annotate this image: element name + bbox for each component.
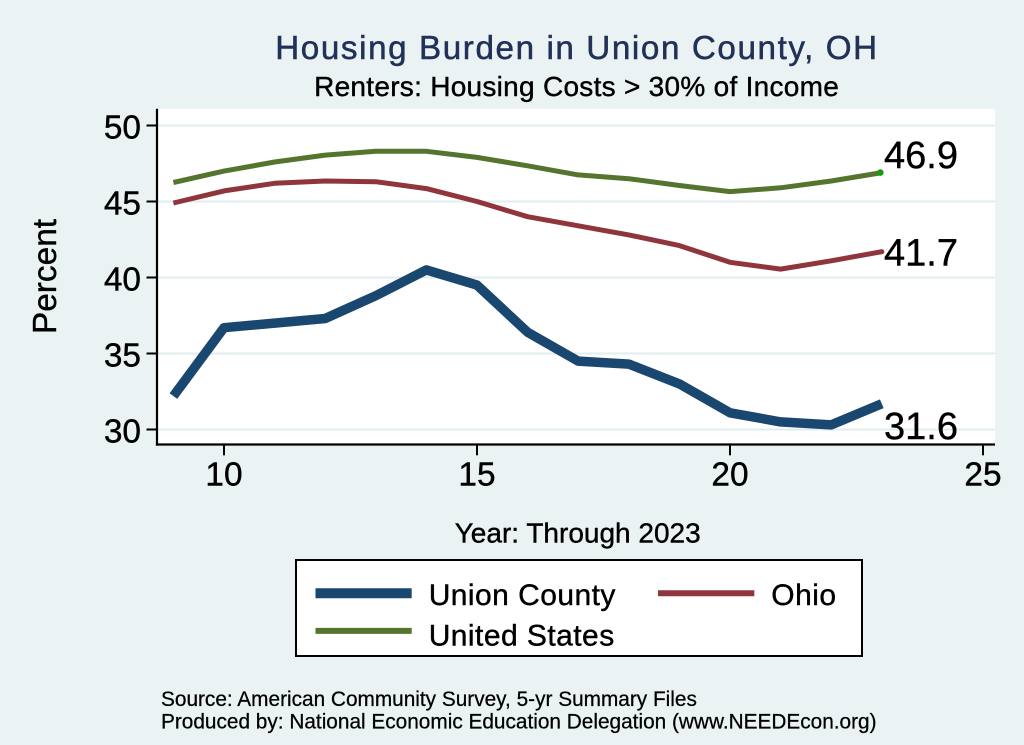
svg-text:Year: Through 2023: Year: Through 2023 [455, 518, 701, 549]
svg-text:20: 20 [711, 457, 748, 494]
svg-text:Union County: Union County [429, 579, 616, 612]
svg-text:25: 25 [964, 457, 1001, 494]
svg-text:Housing Burden in Union County: Housing Burden in Union County, OH [275, 30, 879, 67]
svg-text:46.9: 46.9 [884, 135, 958, 177]
svg-text:Produced by: National Economic: Produced by: National Economic Education… [161, 711, 877, 734]
svg-text:Ohio: Ohio [771, 579, 836, 612]
svg-text:50: 50 [104, 110, 141, 147]
svg-text:30: 30 [104, 414, 141, 451]
svg-text:10: 10 [205, 457, 242, 494]
svg-text:41.7: 41.7 [884, 233, 958, 275]
svg-text:Percent: Percent [27, 218, 64, 334]
svg-text:35: 35 [104, 338, 141, 375]
svg-text:Renters: Housing Costs > 30% o: Renters: Housing Costs > 30% of Income [314, 71, 839, 102]
svg-text:United States: United States [429, 619, 615, 652]
svg-text:45: 45 [104, 186, 141, 223]
svg-text:Source: American Community Sur: Source: American Community Survey, 5-yr … [161, 688, 697, 711]
svg-text:40: 40 [104, 262, 141, 299]
svg-text:15: 15 [458, 457, 495, 494]
svg-text:31.6: 31.6 [884, 406, 958, 448]
